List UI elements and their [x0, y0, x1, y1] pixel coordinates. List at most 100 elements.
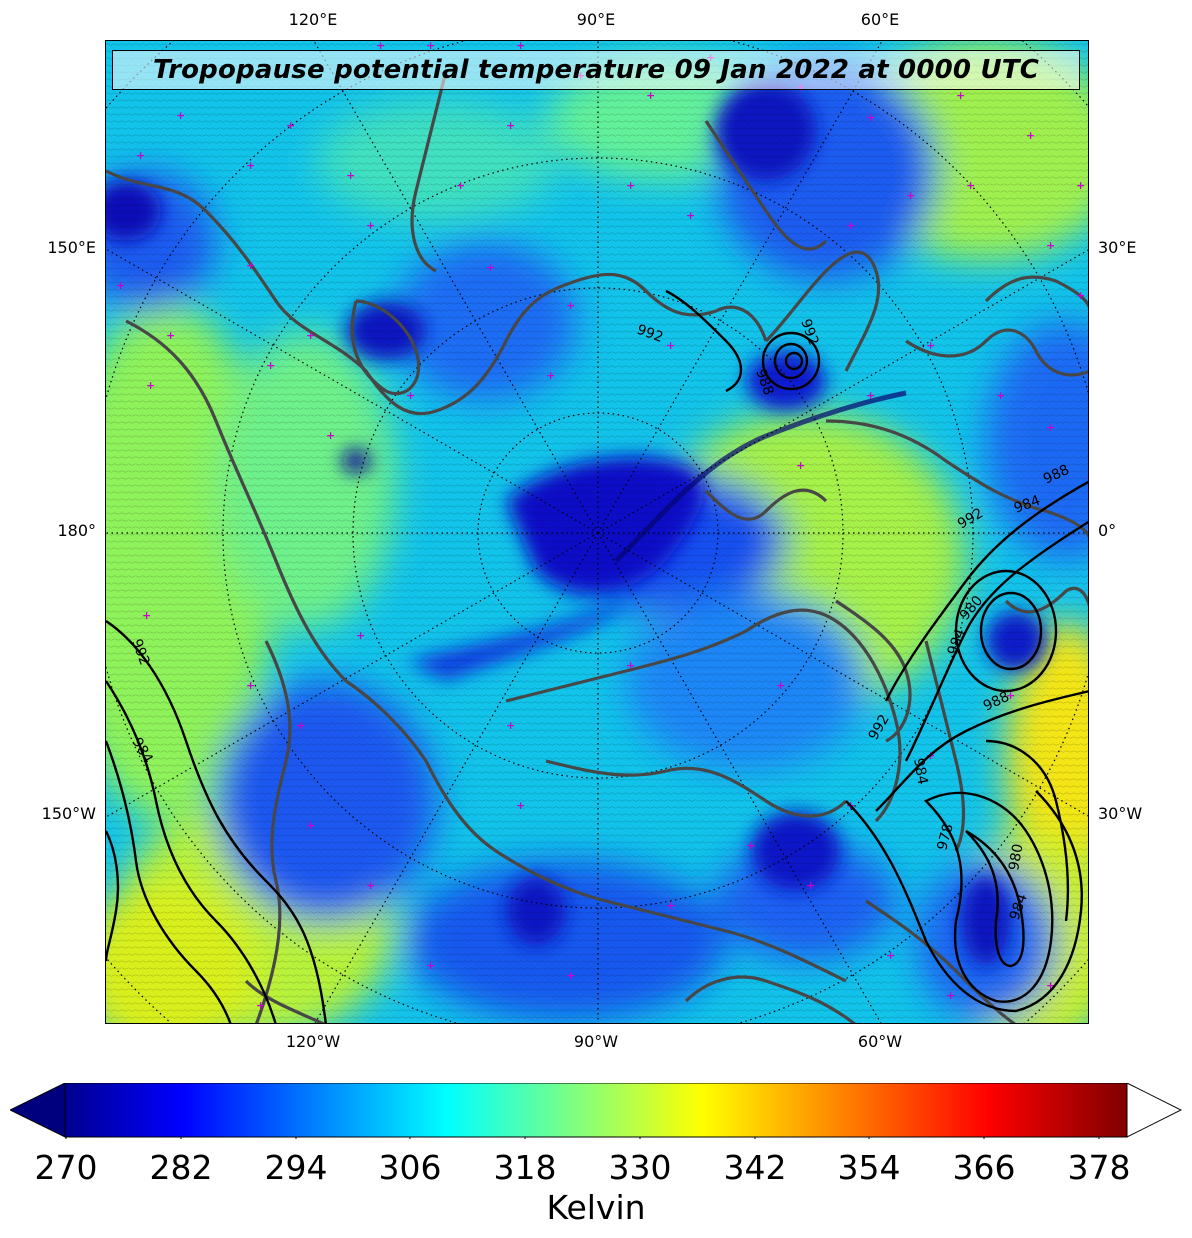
svg-text:+: + [866, 389, 875, 402]
slp-label: 980 [1006, 843, 1026, 872]
svg-text:+: + [1046, 421, 1055, 434]
colorbar-gradient [64, 1083, 1128, 1138]
svg-text:+: + [366, 219, 375, 232]
svg-text:+: + [806, 879, 815, 892]
svg-text:+: + [666, 899, 675, 912]
colorbar-tick-label: 342 [723, 1148, 787, 1187]
svg-text:+: + [356, 629, 365, 642]
svg-text:+: + [136, 149, 145, 162]
lon-label-bottom: 120°W [285, 1032, 341, 1051]
slp-contours [106, 289, 1088, 1023]
colorbar-tick-label: 282 [149, 1148, 213, 1187]
svg-text:+: + [456, 179, 465, 192]
svg-text:+: + [406, 389, 415, 402]
lon-label-left: 180° [57, 521, 96, 540]
svg-text:+: + [1046, 979, 1055, 992]
svg-text:+: + [266, 359, 275, 372]
lon-label-top: 90°E [576, 10, 616, 29]
lon-label-bottom: 60°W [857, 1032, 903, 1051]
colorbar-tick-label: 354 [837, 1148, 901, 1187]
slp-label: 984 [910, 757, 930, 786]
lon-label-left: 150°W [41, 804, 96, 823]
svg-text:+: + [506, 719, 515, 732]
colorbar-extend-high [1126, 1083, 1182, 1138]
svg-text:+: + [946, 989, 955, 1002]
svg-text:+: + [886, 949, 895, 962]
colorbar-tick-label: 294 [264, 1148, 328, 1187]
colorbar-tick-label: 270 [34, 1148, 98, 1187]
svg-text:+: + [306, 329, 315, 342]
graticule [106, 41, 1088, 1023]
lon-label-top: 120°E [288, 10, 338, 29]
svg-text:+: + [246, 259, 255, 272]
svg-text:+: + [176, 109, 185, 122]
lon-label-right: 30°E [1098, 238, 1137, 257]
svg-text:+: + [956, 89, 965, 102]
map-title: Tropopause potential temperature 09 Jan … [153, 55, 1039, 85]
lon-label-right: 30°W [1098, 804, 1143, 823]
svg-text:+: + [256, 999, 265, 1012]
svg-text:+: + [926, 339, 935, 352]
svg-text:+: + [746, 839, 755, 852]
svg-text:+: + [506, 119, 515, 132]
svg-text:+: + [166, 329, 175, 342]
lon-label-top: 60°E [860, 10, 900, 29]
svg-text:+: + [246, 159, 255, 172]
svg-text:+: + [246, 679, 255, 692]
lon-label-right: 0° [1098, 521, 1117, 540]
colorbar-tick-label: 306 [378, 1148, 442, 1187]
slp-label: 978 [934, 822, 956, 852]
svg-text:+: + [426, 959, 435, 972]
svg-text:+: + [566, 969, 575, 982]
svg-text:+: + [996, 389, 1005, 402]
svg-text:+: + [1076, 179, 1085, 192]
svg-text:+: + [516, 41, 525, 52]
lon-label-left: 150°E [47, 238, 96, 257]
svg-text:+: + [1046, 239, 1055, 252]
svg-text:+: + [796, 459, 805, 472]
svg-text:+: + [486, 261, 495, 274]
station-markers: + + + +++ +++ + ++ +++ +++ +++ +++ +++ +++ … [116, 41, 1089, 1024]
svg-text:+: + [866, 111, 875, 124]
title-box: Tropopause potential temperature 09 Jan … [112, 50, 1080, 90]
map-panel: + + + + + + + + + + + + + + + + + + + + + + + + + + + + + + … [105, 40, 1089, 1024]
colorbar-tick-label: 330 [608, 1148, 672, 1187]
svg-text:+: + [346, 169, 355, 182]
colorbar-extend-low [10, 1083, 66, 1138]
svg-text:+: + [296, 719, 305, 732]
coastlines [106, 70, 1088, 1023]
svg-text:+: + [142, 609, 151, 622]
svg-text:+: + [1086, 471, 1089, 484]
colorbar [10, 1083, 1182, 1139]
svg-text:+: + [626, 179, 635, 192]
svg-text:+: + [966, 1021, 975, 1024]
svg-text:+: + [366, 879, 375, 892]
colorbar-tick-label: 378 [1067, 1148, 1131, 1187]
svg-text:+: + [546, 369, 555, 382]
svg-text:+: + [306, 819, 315, 832]
svg-text:+: + [146, 379, 155, 392]
svg-text:+: + [1076, 289, 1085, 302]
svg-text:+: + [286, 119, 295, 132]
svg-text:+: + [516, 799, 525, 812]
svg-text:+: + [1006, 689, 1015, 702]
jet-front [614, 390, 907, 563]
colorbar-label: Kelvin [546, 1188, 646, 1227]
svg-text:+: + [646, 89, 655, 102]
tropopause-theta-map: + + + +++ +++ + ++ +++ +++ +++ +++ +++ +++ … [106, 41, 1089, 1024]
svg-text:+: + [666, 339, 675, 352]
svg-text:+: + [116, 279, 125, 292]
svg-text:+: + [966, 179, 975, 192]
svg-text:+: + [626, 659, 635, 672]
colorbar-tick-label: 318 [493, 1148, 557, 1187]
colorbar-tick-marks [65, 1137, 1100, 1139]
svg-text:+: + [1026, 129, 1035, 142]
svg-text:+: + [776, 679, 785, 692]
svg-text:+: + [566, 299, 575, 312]
svg-text:+: + [746, 1021, 755, 1024]
svg-text:+: + [376, 41, 385, 52]
lon-label-bottom: 90°W [573, 1032, 619, 1051]
svg-text:+: + [686, 209, 695, 222]
svg-text:+: + [426, 41, 435, 52]
svg-text:+: + [846, 219, 855, 232]
